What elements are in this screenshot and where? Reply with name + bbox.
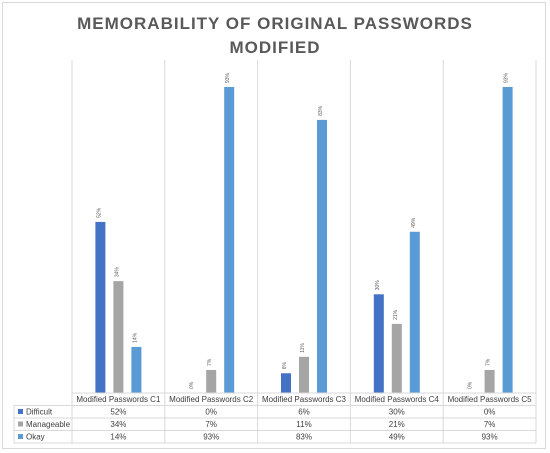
legend-key-manageable xyxy=(18,421,23,427)
table-cell: 0% xyxy=(205,408,217,417)
chart-title-line-1: MEMORABILITY OF ORIGINAL PASSWORDS xyxy=(77,14,473,33)
legend-label-okay: Okay xyxy=(26,433,45,442)
bar-manageable-4 xyxy=(391,323,402,393)
chart-title: MEMORABILITY OF ORIGINAL PASSWORDS MODIF… xyxy=(0,12,550,60)
chart-frame xyxy=(2,2,546,449)
table-cell: 34% xyxy=(110,420,126,429)
data-label: 34% xyxy=(114,267,120,278)
table-cell: 6% xyxy=(298,408,310,417)
table-category-label: Modified Passwords C2 xyxy=(169,395,254,404)
bar-okay-4 xyxy=(409,231,420,393)
legend-key-okay xyxy=(18,434,23,439)
data-label: 93% xyxy=(225,72,231,83)
table-category-label: Modified Passwords C3 xyxy=(262,395,347,404)
data-label: 14% xyxy=(132,332,138,343)
chart-title-line-2: MODIFIED xyxy=(229,38,321,57)
bar-difficult-3 xyxy=(281,373,291,393)
bar-okay-2 xyxy=(224,87,235,393)
table-category-label: Modified Passwords C4 xyxy=(355,395,440,404)
legend-label-manageable: Manageable xyxy=(26,420,71,429)
table-cell: 30% xyxy=(389,408,405,417)
data-label: 7% xyxy=(207,358,213,366)
table-cell: 52% xyxy=(110,408,126,417)
bar-okay-3 xyxy=(317,119,327,393)
table-cell: 49% xyxy=(389,433,405,442)
bar-manageable-3 xyxy=(299,356,309,393)
data-label: 0% xyxy=(468,381,474,389)
data-label: 7% xyxy=(486,358,492,366)
data-label: 52% xyxy=(96,207,102,218)
data-label: 30% xyxy=(375,280,381,291)
table-cell: 14% xyxy=(110,433,126,442)
bar-difficult-4 xyxy=(373,294,384,393)
bar-manageable-2 xyxy=(206,369,217,393)
data-label: 11% xyxy=(300,343,306,353)
table-category-label: Modified Passwords C1 xyxy=(76,395,161,404)
legend-label-difficult: Difficult xyxy=(26,408,53,417)
table-cell: 7% xyxy=(205,420,217,429)
data-label: 49% xyxy=(411,217,417,228)
bar-manageable-1 xyxy=(113,281,124,393)
table-cell: 0% xyxy=(484,408,496,417)
table-cell: 21% xyxy=(389,420,405,429)
bar-okay-1 xyxy=(131,346,142,393)
data-label: 0% xyxy=(189,381,195,389)
table-cell: 93% xyxy=(482,433,498,442)
table-category-label: Modified Passwords C5 xyxy=(448,395,533,404)
table-cell: 93% xyxy=(203,433,219,442)
table-cell: 11% xyxy=(296,420,311,429)
bar-okay-5 xyxy=(502,87,513,393)
table-cell: 83% xyxy=(296,433,312,442)
bar-difficult-1 xyxy=(95,221,106,393)
bar-manageable-5 xyxy=(484,369,495,393)
data-label: 93% xyxy=(504,72,510,83)
data-label: 83% xyxy=(318,105,324,116)
legend-key-difficult xyxy=(18,409,23,414)
data-label: 21% xyxy=(393,309,399,320)
table-cell: 7% xyxy=(484,420,496,429)
data-label: 6% xyxy=(282,361,288,369)
